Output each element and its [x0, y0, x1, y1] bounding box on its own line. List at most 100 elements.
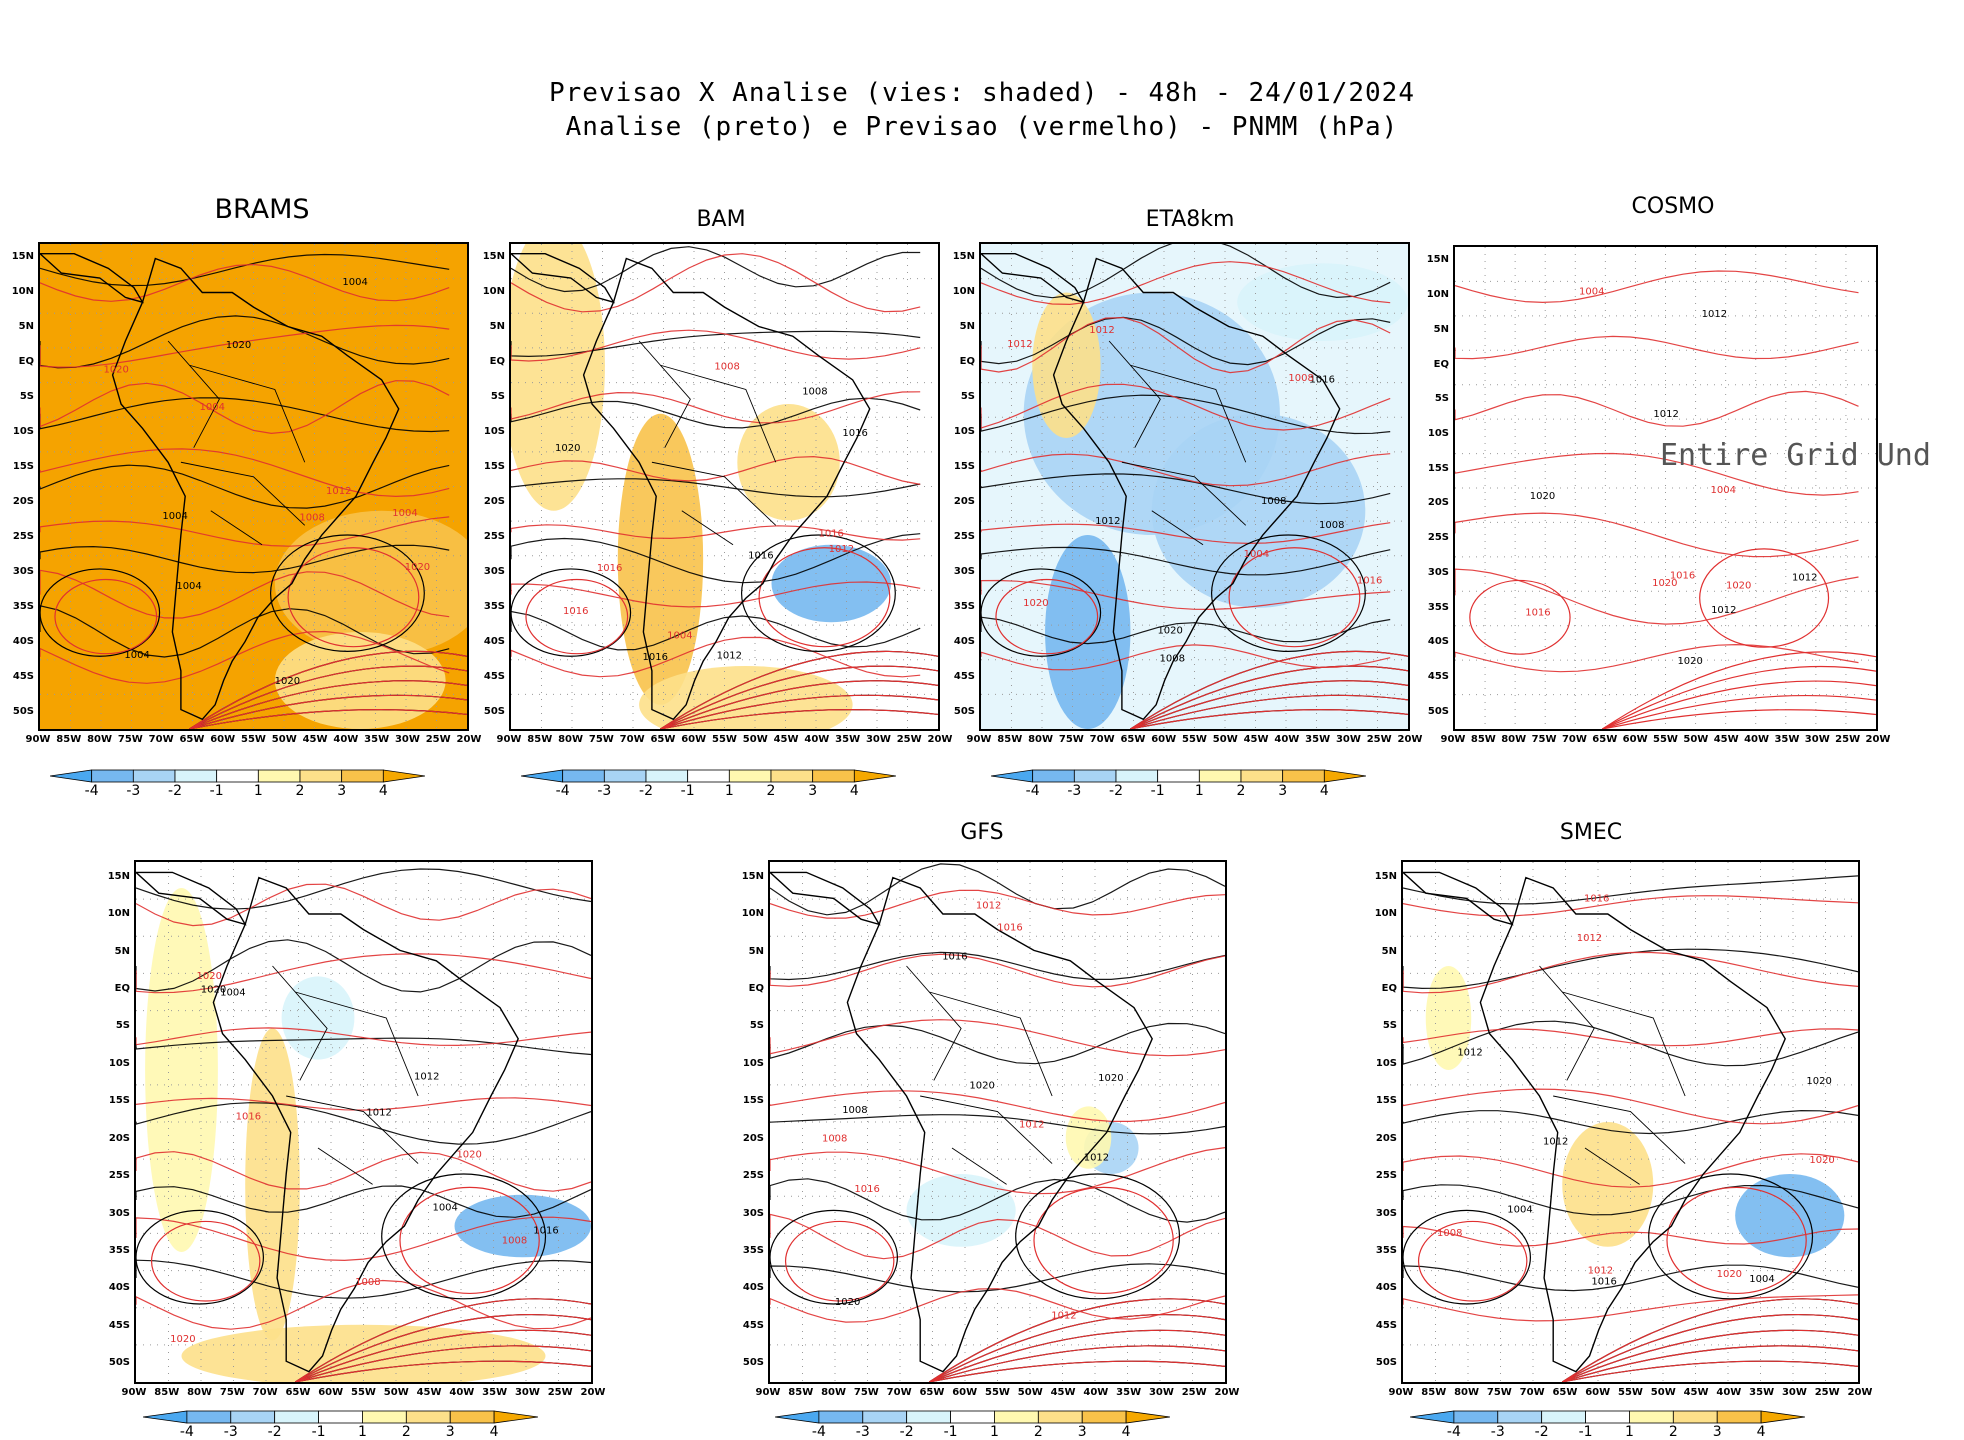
latitude-tick-label: 50S: [742, 1357, 764, 1369]
latitude-tick-label: 40S: [483, 635, 505, 647]
isobar-line: [511, 330, 921, 358]
latitude-tick-label: 45S: [953, 670, 975, 682]
latitude-tick-label: 35S: [742, 1245, 764, 1256]
bias-shading-area: [617, 413, 704, 705]
country-border: [286, 1095, 419, 1164]
latitude-tick-label: 25S: [1375, 1170, 1397, 1182]
isobar-label: 1004: [432, 1203, 457, 1214]
longitude-tick-label: 70W: [886, 1387, 912, 1398]
latitude-tick-label: 5N: [114, 945, 130, 957]
isobar-label: 1008: [1319, 520, 1344, 531]
longitude-tick-label: 75W: [588, 734, 614, 745]
latitude-tick-label: 45S: [1375, 1319, 1397, 1331]
bias-shading-area: [181, 1324, 546, 1382]
isobar-line: [511, 533, 921, 584]
colorbar-tick-label: 1: [1624, 1424, 1634, 1440]
latitude-tick-label: 30S: [483, 565, 505, 577]
latitude-tick-label: 10N: [1426, 289, 1449, 301]
isobar-label: 1016: [748, 551, 773, 562]
longitude-tick-label: 65W: [919, 1387, 945, 1398]
colorbar-swatch: [1115, 769, 1159, 783]
latitude-tick-label: 20S: [742, 1132, 764, 1144]
isobar-label: 1004: [1579, 287, 1604, 298]
colorbar-tick-label: -1: [943, 1424, 958, 1440]
colorbar-tick-label: -2: [168, 783, 182, 799]
longitude-tick-label: 60W: [210, 734, 236, 745]
map-b1-svg: 1020100810161020100410161012100810041020…: [136, 862, 591, 1382]
isobar-line: [1455, 568, 1859, 625]
latitude-tick-label: 10N: [482, 286, 505, 298]
isobar-line: [1403, 948, 1858, 990]
colorbar-tick-label: -4: [555, 783, 570, 799]
latitude-tick-label: 35S: [483, 600, 505, 612]
longitude-tick-label: 45W: [1713, 734, 1739, 745]
isobar-label: 1004: [1507, 1205, 1532, 1216]
latitude-tick-label: 45S: [1427, 670, 1449, 682]
longitude-tick-label: 25W: [1181, 1387, 1207, 1398]
latitude-tick-label: 10S: [1427, 427, 1449, 439]
isobar-line: [511, 397, 921, 429]
longitude-tick-label: 40W: [804, 734, 830, 745]
south-america-coastline: [1479, 876, 1786, 1373]
isobar-line: [511, 329, 921, 362]
isobar-label: 1020: [969, 1081, 994, 1092]
map-eta-svg: 1008101210161008101210041008101610081020…: [981, 244, 1408, 729]
isobar-line: [40, 464, 450, 509]
colorbar-swatch: [1073, 769, 1117, 783]
isobar-label: 1012: [976, 900, 1001, 911]
isobar-label: 1020: [1652, 578, 1677, 589]
longitude-tick-label: 35W: [1116, 1387, 1142, 1398]
isobar-line: [928, 1313, 1225, 1382]
colorbar-swatch: [1760, 1410, 1806, 1424]
latitude-tick-label: 10S: [12, 426, 34, 438]
latitude-tick-label: 15N: [107, 870, 130, 882]
isobar-label: 1012: [414, 1071, 439, 1082]
map-brams-svg: 1004 1012 1004 1004 1020 1004 1004 1008 1004 1020…: [40, 244, 467, 729]
longitude-tick-label: 25W: [425, 734, 451, 745]
isobar-line: [1561, 1298, 1858, 1382]
latitude-tick-label: EQ: [114, 983, 130, 994]
colorbar-tick-label: -4: [84, 783, 99, 799]
isobar-line: [1403, 1088, 1858, 1125]
colorbar-swatch: [818, 1410, 864, 1424]
longitude-tick-label: 80W: [187, 1387, 213, 1398]
longitude-tick-label: 20W: [927, 734, 953, 745]
bias-shading-area: [737, 404, 840, 521]
longitude-tick-label: 90W: [1388, 1387, 1414, 1398]
colorbar-tick-label: -3: [597, 783, 612, 799]
bias-shading-area: [1562, 1122, 1654, 1247]
latitude-tick-label: 5S: [1434, 393, 1449, 405]
isobar-label: 1012: [1577, 933, 1602, 944]
south-america-coastline: [1052, 257, 1341, 721]
isobar-line: [1602, 651, 1876, 729]
latitude-tick-label: 10N: [952, 286, 975, 298]
latitude-tick-label: EQ: [489, 356, 505, 368]
longitude-tick-label: 65W: [1552, 1387, 1578, 1398]
isobar-line: [1403, 1294, 1858, 1322]
isobar-line: [189, 709, 467, 729]
colorbar-swatch: [341, 769, 384, 783]
latitude-tick-label: 25S: [483, 530, 505, 542]
isobar-label: 1020: [226, 340, 251, 351]
latitude-tick-label: 40S: [12, 635, 34, 647]
isobar-label: 1020: [1098, 1073, 1123, 1084]
colorbar-tick-label: 2: [1668, 1424, 1678, 1440]
longitude-tick-label: 25W: [1366, 734, 1392, 745]
colorbar-tick-label: 3: [1712, 1424, 1722, 1440]
longitude-tick-label: 90W: [25, 734, 51, 745]
longitude-tick-label: 40W: [449, 1387, 475, 1398]
longitude-tick-label: 35W: [835, 734, 861, 745]
isobar-line: [40, 263, 450, 302]
isobar-label: 1016: [1584, 893, 1609, 904]
country-border: [180, 461, 306, 526]
colorbar-swatch: [230, 1410, 276, 1424]
colorbar-swatch: [1081, 1410, 1127, 1424]
latitude-tick-label: 25S: [953, 530, 975, 542]
latitude-tick-label: 5N: [18, 321, 34, 333]
longitude-tick-label: 55W: [351, 1387, 376, 1398]
latitude-tick-label: 5N: [748, 945, 764, 957]
longitude-tick-label: 60W: [952, 1387, 978, 1398]
longitude-tick-label: 65W: [650, 734, 676, 745]
colorbar-swatch: [1672, 1410, 1718, 1424]
isobar-line: [981, 522, 1391, 545]
